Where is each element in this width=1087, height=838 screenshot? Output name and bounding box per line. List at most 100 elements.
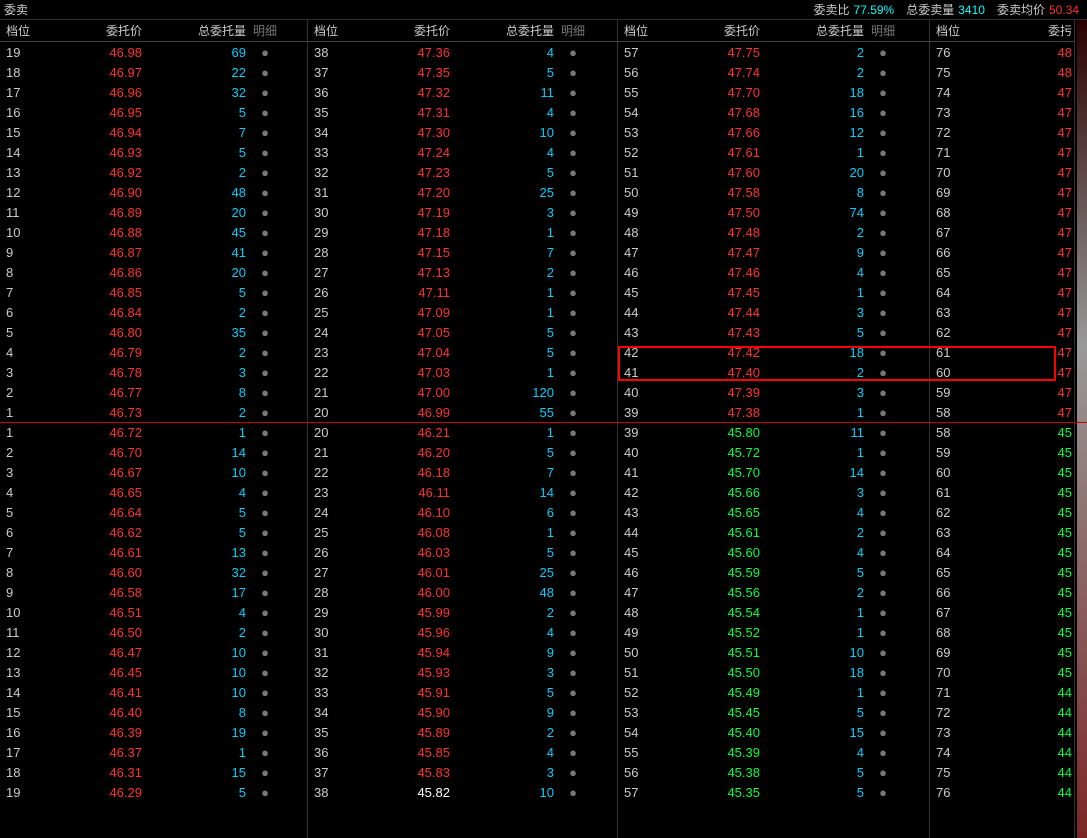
table-row[interactable]: 4847.482●: [618, 222, 929, 242]
detail-dot-icon[interactable]: ●: [250, 325, 280, 340]
table-row[interactable]: 5445.4015●: [618, 722, 929, 742]
detail-dot-icon[interactable]: ●: [868, 65, 898, 80]
detail-dot-icon[interactable]: ●: [558, 565, 588, 580]
table-row[interactable]: 746.855●: [0, 282, 307, 302]
detail-dot-icon[interactable]: ●: [250, 485, 280, 500]
table-row[interactable]: 6447: [930, 282, 1074, 302]
detail-dot-icon[interactable]: ●: [250, 165, 280, 180]
detail-dot-icon[interactable]: ●: [868, 185, 898, 200]
table-row[interactable]: 2746.0125●: [308, 562, 617, 582]
detail-dot-icon[interactable]: ●: [868, 505, 898, 520]
table-row[interactable]: 5545.394●: [618, 742, 929, 762]
table-row[interactable]: 4045.721●: [618, 442, 929, 462]
detail-dot-icon[interactable]: ●: [558, 85, 588, 100]
table-row[interactable]: 1246.9048●: [0, 182, 307, 202]
table-row[interactable]: 746.6113●: [0, 542, 307, 562]
detail-dot-icon[interactable]: ●: [250, 105, 280, 120]
table-row[interactable]: 846.6032●: [0, 562, 307, 582]
table-row[interactable]: 4845.541●: [618, 602, 929, 622]
table-row[interactable]: 3945.8011●: [618, 422, 929, 442]
table-row[interactable]: 5145.5018●: [618, 662, 929, 682]
table-row[interactable]: 2247.031●: [308, 362, 617, 382]
table-row[interactable]: 7447: [930, 82, 1074, 102]
table-row[interactable]: 1046.8845●: [0, 222, 307, 242]
detail-dot-icon[interactable]: ●: [868, 165, 898, 180]
detail-dot-icon[interactable]: ●: [558, 225, 588, 240]
table-row[interactable]: 346.6710●: [0, 462, 307, 482]
table-row[interactable]: 1646.955●: [0, 102, 307, 122]
table-row[interactable]: 5745.355●: [618, 782, 929, 802]
detail-dot-icon[interactable]: ●: [558, 285, 588, 300]
table-row[interactable]: 546.8035●: [0, 322, 307, 342]
detail-dot-icon[interactable]: ●: [250, 565, 280, 580]
table-row[interactable]: 5747.752●: [618, 42, 929, 62]
table-row[interactable]: 1646.3919●: [0, 722, 307, 742]
detail-dot-icon[interactable]: ●: [868, 225, 898, 240]
table-row[interactable]: 1346.922●: [0, 162, 307, 182]
detail-dot-icon[interactable]: ●: [250, 705, 280, 720]
table-row[interactable]: 6545: [930, 562, 1074, 582]
table-row[interactable]: 246.778●: [0, 382, 307, 402]
detail-dot-icon[interactable]: ●: [868, 565, 898, 580]
detail-dot-icon[interactable]: ●: [250, 785, 280, 800]
table-row[interactable]: 5345.455●: [618, 702, 929, 722]
detail-dot-icon[interactable]: ●: [250, 465, 280, 480]
detail-dot-icon[interactable]: ●: [558, 465, 588, 480]
table-row[interactable]: 6945: [930, 642, 1074, 662]
detail-dot-icon[interactable]: ●: [868, 465, 898, 480]
table-row[interactable]: 7244: [930, 702, 1074, 722]
table-row[interactable]: 446.792●: [0, 342, 307, 362]
detail-dot-icon[interactable]: ●: [250, 225, 280, 240]
table-row[interactable]: 4945.521●: [618, 622, 929, 642]
detail-dot-icon[interactable]: ●: [558, 325, 588, 340]
table-row[interactable]: 2547.091●: [308, 302, 617, 322]
detail-dot-icon[interactable]: ●: [868, 645, 898, 660]
table-row[interactable]: 1546.947●: [0, 122, 307, 142]
table-row[interactable]: 4645.595●: [618, 562, 929, 582]
table-row[interactable]: 3647.3211●: [308, 82, 617, 102]
detail-dot-icon[interactable]: ●: [558, 405, 588, 420]
table-row[interactable]: 3345.915●: [308, 682, 617, 702]
detail-dot-icon[interactable]: ●: [250, 545, 280, 560]
table-row[interactable]: 3247.235●: [308, 162, 617, 182]
table-row[interactable]: 546.645●: [0, 502, 307, 522]
detail-dot-icon[interactable]: ●: [250, 505, 280, 520]
table-row[interactable]: 7344: [930, 722, 1074, 742]
detail-dot-icon[interactable]: ●: [558, 385, 588, 400]
table-row[interactable]: 7147: [930, 142, 1074, 162]
detail-dot-icon[interactable]: ●: [558, 725, 588, 740]
table-row[interactable]: 646.625●: [0, 522, 307, 542]
table-row[interactable]: 5845: [930, 422, 1074, 442]
table-row[interactable]: 2945.992●: [308, 602, 617, 622]
table-row[interactable]: 2747.132●: [308, 262, 617, 282]
table-row[interactable]: 3245.933●: [308, 662, 617, 682]
detail-dot-icon[interactable]: ●: [558, 165, 588, 180]
detail-dot-icon[interactable]: ●: [250, 445, 280, 460]
table-row[interactable]: 1046.514●: [0, 602, 307, 622]
table-row[interactable]: 3645.854●: [308, 742, 617, 762]
table-row[interactable]: 5347.6612●: [618, 122, 929, 142]
table-row[interactable]: 1946.295●: [0, 782, 307, 802]
detail-dot-icon[interactable]: ●: [868, 725, 898, 740]
table-row[interactable]: 2046.211●: [308, 422, 617, 442]
table-row[interactable]: 1146.502●: [0, 622, 307, 642]
table-row[interactable]: 7548: [930, 62, 1074, 82]
table-row[interactable]: 2947.181●: [308, 222, 617, 242]
table-row[interactable]: 1946.9869●: [0, 42, 307, 62]
table-row[interactable]: 2847.157●: [308, 242, 617, 262]
detail-dot-icon[interactable]: ●: [868, 405, 898, 420]
table-row[interactable]: 3747.355●: [308, 62, 617, 82]
detail-dot-icon[interactable]: ●: [868, 605, 898, 620]
table-row[interactable]: 4747.479●: [618, 242, 929, 262]
scrollbar-strip[interactable]: [1077, 20, 1087, 838]
detail-dot-icon[interactable]: ●: [868, 665, 898, 680]
detail-dot-icon[interactable]: ●: [558, 665, 588, 680]
detail-dot-icon[interactable]: ●: [558, 645, 588, 660]
table-row[interactable]: 2246.187●: [308, 462, 617, 482]
table-row[interactable]: 1846.9722●: [0, 62, 307, 82]
table-row[interactable]: 3947.381●: [618, 402, 929, 422]
table-row[interactable]: 5547.7018●: [618, 82, 929, 102]
detail-dot-icon[interactable]: ●: [868, 485, 898, 500]
table-row[interactable]: 3147.2025●: [308, 182, 617, 202]
detail-dot-icon[interactable]: ●: [250, 265, 280, 280]
